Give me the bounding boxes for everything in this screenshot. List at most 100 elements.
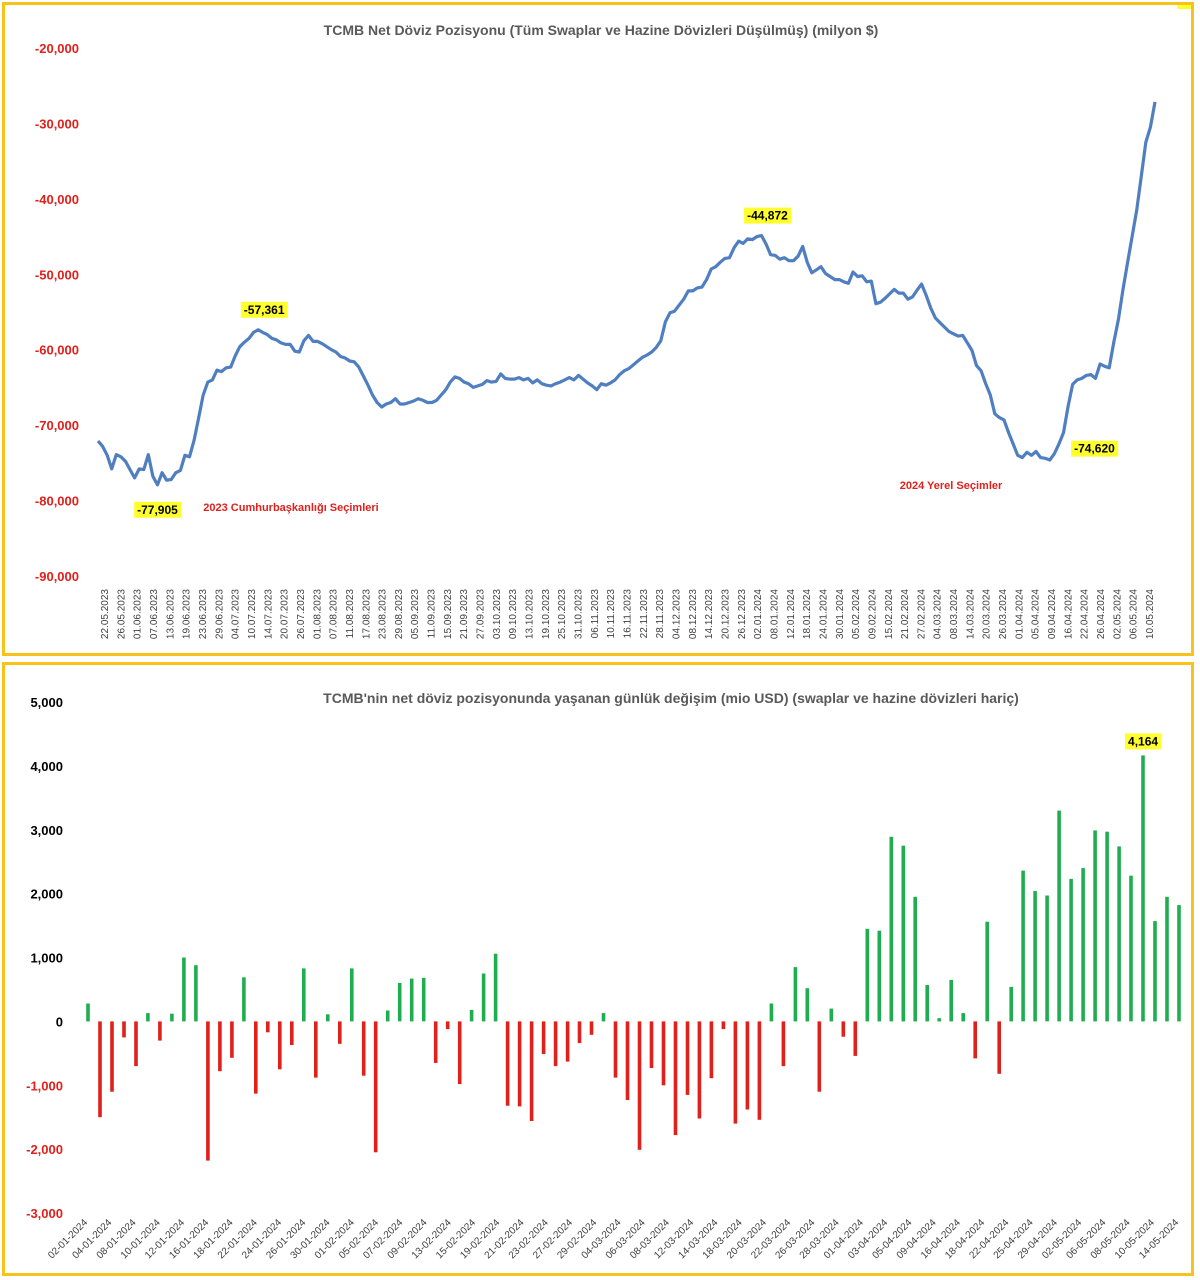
bar — [913, 896, 917, 1022]
x-tick-label: 22.05.2023 — [100, 589, 111, 639]
y-tick-label: -90,000 — [35, 569, 79, 584]
bar — [206, 1021, 210, 1161]
bar — [278, 1021, 282, 1070]
bar — [1093, 830, 1097, 1022]
x-tick-label: 11.08.2023 — [345, 589, 356, 639]
y-tick-label: -30,000 — [35, 116, 79, 131]
bar — [98, 1021, 102, 1118]
bar — [625, 1021, 630, 1100]
x-tick-label: 27.09.2023 — [476, 589, 487, 639]
bar — [457, 1021, 462, 1084]
bar — [541, 1021, 546, 1054]
y-tick-label: -60,000 — [35, 343, 79, 358]
bar — [505, 1021, 510, 1106]
data-label-bg — [1177, 5, 1191, 9]
x-tick-label: 09.02.2024 — [867, 589, 878, 639]
bar — [314, 1021, 318, 1078]
bar — [409, 978, 414, 1022]
x-tick-label: 05.09.2023 — [410, 589, 421, 639]
bar — [589, 1021, 594, 1035]
y-tick-label: -3,000 — [26, 1206, 63, 1221]
x-tick-label: 29.06.2023 — [214, 589, 225, 639]
bar — [1021, 870, 1025, 1022]
x-tick-label: 25.10.2023 — [557, 589, 568, 639]
bar — [565, 1021, 570, 1062]
x-tick-label: 14.03.2024 — [965, 589, 976, 639]
x-tick-label: 09.04.2024 — [1047, 589, 1058, 639]
bar — [361, 1021, 366, 1076]
x-tick-label: 04.12.2023 — [671, 589, 682, 639]
bar — [517, 1021, 522, 1107]
x-tick-label: 15.09.2023 — [443, 589, 454, 639]
bar — [1129, 875, 1133, 1022]
x-tick-label: 01.08.2023 — [312, 589, 323, 639]
chart-title: TCMB'nin net döviz pozisyonunda yaşanan … — [323, 690, 1019, 706]
x-tick-label: 17.08.2023 — [361, 589, 372, 639]
x-tick-label: 22.04.2024 — [1080, 589, 1091, 639]
bar — [1141, 755, 1145, 1022]
bar — [997, 1021, 1001, 1074]
data-label: -27,149 — [1180, 5, 1191, 8]
x-tick-label: 23.06.2023 — [198, 589, 209, 639]
y-tick-label: 2,000 — [30, 887, 63, 902]
data-label: 4,164 — [1128, 734, 1158, 748]
x-tick-label: 11.09.2023 — [427, 589, 438, 639]
bar — [985, 921, 989, 1022]
x-tick-label: 22.11.2023 — [639, 589, 650, 639]
x-tick-label: 14.07.2023 — [263, 589, 274, 639]
bar — [350, 968, 354, 1022]
bar — [445, 1021, 450, 1030]
x-tick-label: 08.03.2024 — [949, 589, 960, 639]
x-tick-label: 16.04.2024 — [1063, 589, 1074, 639]
y-tick-label: -70,000 — [35, 418, 79, 433]
bar — [182, 957, 186, 1022]
bar — [1165, 896, 1169, 1022]
bar — [469, 1009, 474, 1022]
bar — [326, 1014, 330, 1022]
x-tick-label: 16.11.2023 — [623, 589, 634, 639]
y-tick-label: -50,000 — [35, 267, 79, 282]
x-tick-label: 10.07.2023 — [247, 589, 258, 639]
x-tick-label: 19.10.2023 — [541, 589, 552, 639]
x-tick-label: 09.10.2023 — [508, 589, 519, 639]
x-tick-label: 02.01.2024 — [753, 589, 764, 639]
x-tick-label: 14.12.2023 — [704, 589, 715, 639]
bar — [937, 1018, 941, 1022]
y-tick-label: -1,000 — [26, 1078, 63, 1093]
bar — [841, 1021, 846, 1037]
y-tick-label: 0 — [56, 1014, 63, 1029]
bar — [433, 1021, 438, 1063]
bar — [1045, 895, 1049, 1022]
x-tick-label: 06.05.2024 — [1129, 589, 1140, 639]
data-label: -44,872 — [747, 209, 788, 223]
bar — [745, 1021, 750, 1110]
bar — [254, 1021, 258, 1094]
bar — [290, 1021, 294, 1045]
x-tick-label: 26.03.2024 — [998, 589, 1009, 639]
y-tick-label: -2,000 — [26, 1142, 63, 1157]
x-tick-label: 10.11.2023 — [606, 589, 617, 639]
y-tick-label: 4,000 — [30, 759, 63, 774]
x-tick-label: 26.12.2023 — [737, 589, 748, 639]
bar — [793, 967, 798, 1022]
bar — [194, 965, 198, 1022]
bar — [637, 1021, 642, 1150]
bar — [781, 1021, 786, 1067]
data-label-bg — [1125, 733, 1162, 750]
x-tick-label: 04.03.2024 — [933, 589, 944, 639]
x-tick-label: 30.01.2024 — [835, 589, 846, 639]
bar — [110, 1021, 114, 1092]
bar — [889, 836, 894, 1022]
x-tick-label: 21.09.2023 — [459, 589, 470, 639]
x-tick-label: 27.02.2024 — [916, 589, 927, 639]
x-tick-label: 05.02.2024 — [851, 589, 862, 639]
bar — [973, 1021, 977, 1059]
x-tick-label: 28.11.2023 — [655, 589, 666, 639]
bar — [685, 1021, 690, 1095]
x-tick-label: 29.08.2023 — [394, 589, 405, 639]
bar — [613, 1021, 618, 1078]
bar — [302, 968, 306, 1022]
bar — [925, 985, 929, 1022]
data-label-bg — [240, 301, 288, 318]
bar — [949, 979, 953, 1022]
